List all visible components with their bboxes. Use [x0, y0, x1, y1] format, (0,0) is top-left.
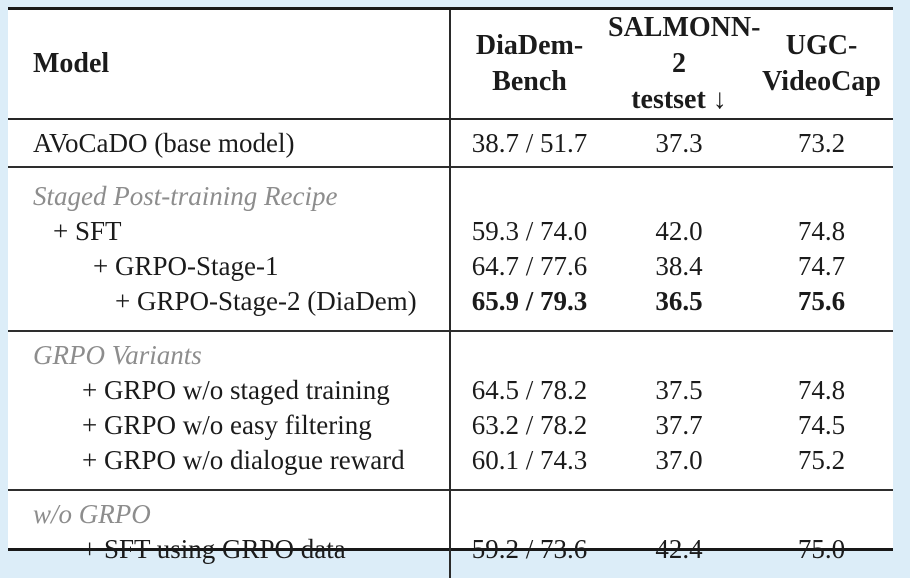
empty-cell	[750, 489, 893, 532]
column-header-diadem-bench: DiaDem- Bench	[450, 10, 608, 120]
header-line: UGC-	[785, 30, 858, 61]
column-header-ugc-videocap: UGC- VideoCap	[750, 10, 893, 120]
row-label: + GRPO w/o dialogue reward	[8, 443, 451, 490]
table-row: + GRPO-Stage-1 64.7 / 77.6 38.4 74.7	[8, 249, 893, 284]
column-header-salmonn2-testset: SALMONN-2 testset ↓	[608, 10, 761, 120]
table-row: + GRPO w/o dialogue reward 60.1 / 74.3 3…	[8, 443, 893, 490]
cell-salmonn2: 37.3	[655, 127, 703, 158]
empty-cell	[450, 330, 608, 373]
table-row: + GRPO w/o easy filtering 63.2 / 78.2 37…	[8, 408, 893, 443]
empty-cell	[450, 166, 608, 214]
table-row: + GRPO w/o staged training 64.5 / 78.2 3…	[8, 373, 893, 408]
row-label: + GRPO-Stage-2 (DiaDem)	[8, 284, 451, 331]
cell-ugc-videocap: 74.5	[797, 410, 846, 440]
cell-diadem-bench: 63.2 / 78.2	[471, 410, 588, 440]
section-header-row: Staged Post-training Recipe	[8, 166, 893, 214]
cell-ugc-videocap: 74.8	[797, 216, 846, 246]
table-header-row: Model DiaDem- Bench SALMONN-2 testset ↓ …	[8, 10, 893, 120]
cell-diadem-bench: 38.7 / 51.7	[471, 127, 588, 158]
results-table-card: Model DiaDem- Bench SALMONN-2 testset ↓ …	[8, 7, 893, 578]
empty-cell	[750, 330, 893, 373]
cell-ugc-videocap: 75.2	[797, 445, 846, 475]
cell-diadem-bench: 59.2 / 73.6	[471, 534, 588, 564]
section-title: w/o GRPO	[8, 489, 451, 532]
cell-ugc-videocap: 75.6	[797, 286, 846, 316]
section-title: Staged Post-training Recipe	[8, 166, 451, 214]
cell-ugc-videocap: 75.0	[797, 534, 846, 564]
cell-salmonn2: 37.0	[655, 445, 703, 475]
header-line: DiaDem-	[475, 30, 584, 61]
column-header-model: Model	[8, 10, 451, 120]
header-line-with-down-arrow-icon: testset ↓	[631, 84, 727, 115]
row-label: + SFT using GRPO data	[8, 532, 451, 578]
row-label: + GRPO-Stage-1	[8, 249, 451, 284]
header-line: SALMONN-2	[608, 12, 761, 79]
row-label: + GRPO w/o easy filtering	[8, 408, 451, 443]
cell-ugc-videocap: 74.8	[797, 375, 846, 405]
row-label: AVoCaDO (base model)	[8, 119, 451, 167]
table-row: + SFT 59.3 / 74.0 42.0 74.8	[8, 214, 893, 249]
cell-diadem-bench: 64.7 / 77.6	[471, 251, 588, 281]
cell-salmonn2: 37.5	[655, 375, 703, 405]
empty-cell	[608, 330, 750, 373]
cell-ugc-videocap: 74.7	[797, 251, 846, 281]
row-label: + SFT	[8, 214, 451, 249]
empty-cell	[450, 489, 608, 532]
section-title: GRPO Variants	[8, 330, 451, 373]
empty-cell	[750, 166, 893, 214]
section-header-row: w/o GRPO	[8, 489, 893, 532]
cell-diadem-bench: 65.9 / 79.3	[471, 286, 588, 316]
table-row: AVoCaDO (base model) 38.7 / 51.7 37.3 73…	[8, 119, 893, 167]
row-label: + GRPO w/o staged training	[8, 373, 451, 408]
cell-salmonn2: 36.5	[655, 286, 703, 316]
cell-salmonn2: 38.4	[655, 251, 703, 281]
empty-cell	[608, 166, 750, 214]
header-line: VideoCap	[762, 66, 881, 97]
cell-salmonn2: 37.7	[655, 410, 703, 440]
table-row-best: + GRPO-Stage-2 (DiaDem) 65.9 / 79.3 36.5…	[8, 284, 893, 331]
table-row: + SFT using GRPO data 59.2 / 73.6 42.4 7…	[8, 532, 893, 578]
cell-diadem-bench: 59.3 / 74.0	[471, 216, 588, 246]
cell-diadem-bench: 60.1 / 74.3	[471, 445, 588, 475]
cell-diadem-bench: 64.5 / 78.2	[471, 375, 588, 405]
cell-salmonn2: 42.4	[655, 534, 703, 564]
header-line: Bench	[492, 66, 567, 97]
cell-ugc-videocap: 73.2	[797, 127, 846, 158]
empty-cell	[608, 489, 750, 532]
cell-salmonn2: 42.0	[655, 216, 703, 246]
section-header-row: GRPO Variants	[8, 330, 893, 373]
results-table: Model DiaDem- Bench SALMONN-2 testset ↓ …	[8, 10, 893, 578]
